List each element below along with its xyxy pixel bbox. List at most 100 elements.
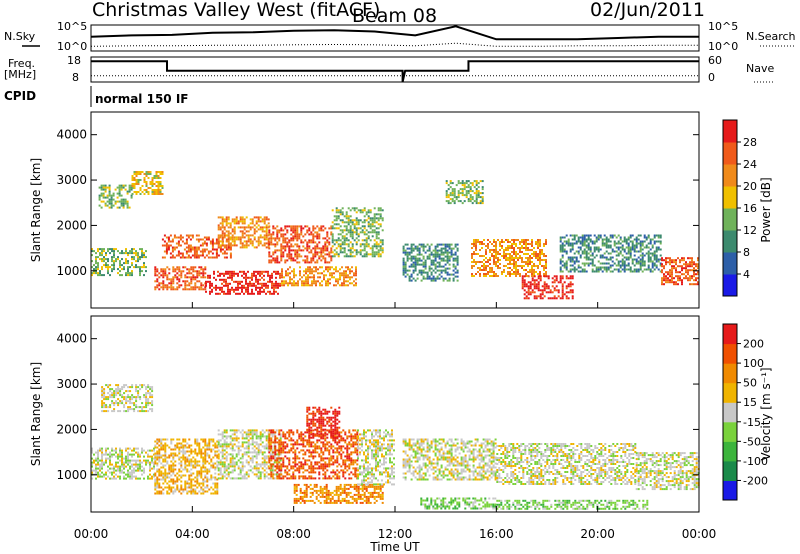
power-cell — [263, 270, 265, 273]
power-cell — [450, 243, 453, 246]
power-cell — [619, 242, 622, 245]
velocity-cell — [123, 475, 125, 478]
power-cell — [607, 268, 610, 271]
power-cell — [379, 215, 382, 218]
power-cell — [422, 265, 425, 268]
power-cell — [343, 270, 345, 273]
power-cell — [517, 247, 519, 249]
power-cell — [408, 269, 411, 272]
power-cell — [343, 241, 346, 244]
power-cell — [523, 285, 526, 288]
power-cell — [285, 272, 287, 275]
power-cell — [495, 257, 497, 259]
power-cell — [231, 220, 234, 223]
power-cell — [428, 265, 431, 268]
power-cbar-swatch — [723, 274, 737, 297]
power-cell — [271, 284, 273, 287]
velocity-cell — [182, 438, 185, 441]
power-cell — [275, 276, 277, 279]
power-cell — [365, 213, 368, 216]
power-cell — [294, 235, 297, 238]
velocity-cell — [225, 477, 228, 480]
power-cell — [282, 251, 285, 254]
velocity-cell — [141, 451, 143, 454]
power-cell — [251, 282, 253, 285]
power-cell — [101, 266, 103, 269]
power-cell — [453, 194, 456, 197]
power-cell — [227, 222, 230, 225]
power-cell — [456, 263, 459, 266]
power-cell — [697, 265, 699, 268]
power-cell — [161, 185, 164, 187]
velocity-cell — [208, 444, 211, 447]
power-cell — [607, 266, 610, 269]
power-cell — [318, 233, 321, 236]
power-cell — [693, 261, 695, 264]
velocity-cell — [231, 461, 234, 464]
power-cell — [619, 250, 622, 253]
power-cell — [156, 286, 159, 289]
power-cell — [145, 183, 148, 185]
power-cell — [259, 290, 261, 293]
power-cell — [697, 271, 699, 274]
power-cell — [667, 279, 669, 282]
power-cell — [176, 272, 179, 275]
power-cell — [355, 253, 358, 256]
power-cell — [301, 276, 303, 279]
power-cell — [402, 245, 405, 248]
power-cell — [579, 256, 582, 259]
power-cell — [605, 236, 608, 239]
power-cell — [683, 263, 685, 266]
power-cell — [281, 274, 283, 277]
power-cell — [497, 275, 499, 277]
velocity-cell — [168, 464, 171, 467]
power-cell — [483, 269, 485, 271]
power-cell — [119, 252, 121, 255]
power-cell — [681, 283, 683, 286]
power-cell — [456, 261, 459, 264]
power-cell — [345, 284, 347, 287]
velocity-cell — [133, 402, 136, 405]
power-cell — [651, 270, 654, 273]
power-cell — [659, 236, 662, 239]
power-cell — [533, 285, 536, 288]
power-cell — [268, 251, 271, 254]
power-cell — [402, 271, 405, 274]
velocity-cell — [129, 408, 132, 411]
velocity-cell — [125, 390, 128, 393]
power-cell — [619, 246, 622, 249]
power-cell — [531, 257, 533, 259]
velocity-cell — [202, 462, 205, 465]
velocity-cell — [221, 443, 224, 446]
power-cell — [505, 255, 507, 257]
velocity-cell — [129, 459, 131, 462]
power-cell — [503, 257, 505, 259]
power-cell — [583, 250, 586, 253]
power-cell — [695, 265, 697, 268]
power-cell — [627, 236, 630, 239]
nsky-series — [90, 25, 699, 41]
velocity-cell — [174, 474, 177, 477]
velocity-cell — [164, 446, 167, 449]
power-cell — [137, 191, 140, 193]
power-cell — [513, 247, 515, 249]
velocity-cell — [105, 451, 107, 454]
velocity-cell — [97, 455, 99, 458]
power-cell — [581, 250, 584, 253]
power-cell — [457, 192, 460, 195]
power-cell — [221, 236, 224, 239]
power-cell — [641, 252, 644, 255]
velocity-cell — [219, 445, 222, 448]
power-cell — [300, 233, 303, 236]
power-cell — [180, 284, 183, 287]
power-cell — [320, 255, 323, 258]
power-cell — [155, 175, 158, 177]
power-cell — [349, 233, 352, 236]
velocity-cell — [151, 400, 154, 403]
power-cell — [141, 254, 143, 257]
power-cell — [270, 261, 273, 264]
power-cell — [428, 269, 431, 272]
power-cell — [179, 244, 182, 247]
velocity-cell — [91, 449, 93, 452]
power-cell — [665, 271, 667, 274]
